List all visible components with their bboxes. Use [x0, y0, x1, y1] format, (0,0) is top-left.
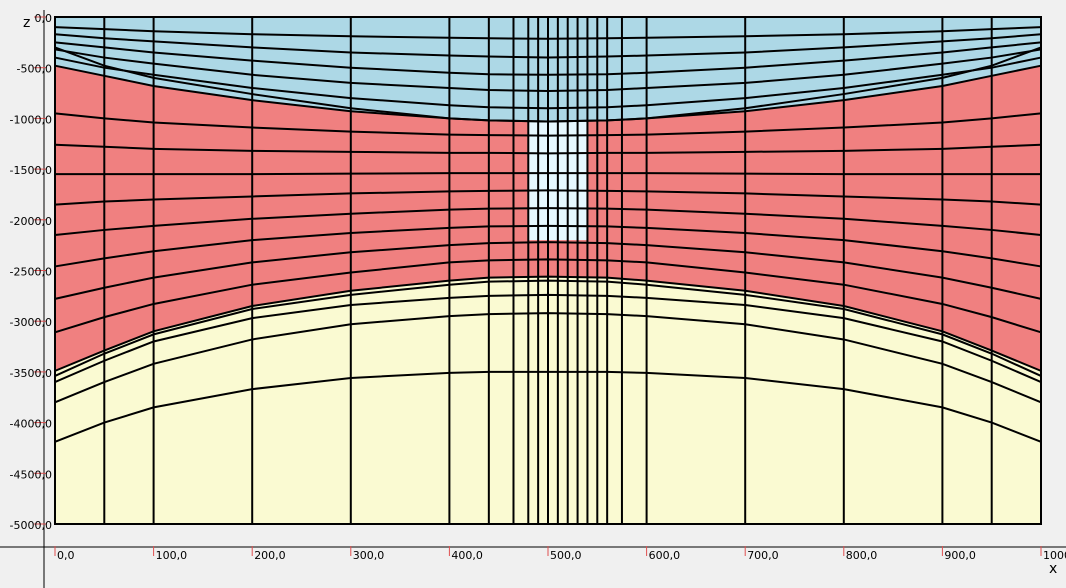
mesh-grid-layer — [54, 16, 1042, 525]
z-tick-label: -5000,0 — [10, 519, 52, 532]
x-tick-label: 700,0 — [747, 549, 779, 562]
z-tick-label: -4000,0 — [10, 418, 52, 431]
x-tick-label: 800,0 — [846, 549, 878, 562]
z-axis-title: z — [23, 15, 30, 31]
z-tick-label: 0,0 — [35, 12, 53, 25]
axes-layer: 0,0 -500,0 -1000,0 -1500,0 -2000,0 -2500,0 -30… — [0, 10, 1066, 588]
x-tick-label: 0,0 — [57, 549, 75, 562]
z-tick-label: -500,0 — [17, 63, 52, 76]
x-tick-label: 100,0 — [156, 549, 188, 562]
z-tick-label: -1000,0 — [10, 113, 52, 126]
x-tick-label: 200,0 — [254, 549, 286, 562]
x-tick-label: 300,0 — [353, 549, 385, 562]
x-tick-label: 600,0 — [649, 549, 681, 562]
z-tick-label: -4500,0 — [10, 468, 52, 481]
z-tick-label: -2000,0 — [10, 215, 52, 228]
x-tick-label: 1000 — [1043, 549, 1066, 562]
z-tick-label: -3000,0 — [10, 316, 52, 329]
x-axis-title: x — [1049, 561, 1057, 577]
plot-border — [54, 16, 1042, 525]
x-tick-label: 400,0 — [451, 549, 483, 562]
z-tick-label: -3500,0 — [10, 367, 52, 380]
z-tick-label: -1500,0 — [10, 164, 52, 177]
x-tick-label: 900,0 — [944, 549, 976, 562]
z-tick-label: -2500,0 — [10, 266, 52, 279]
x-tick-label: 500,0 — [550, 549, 582, 562]
